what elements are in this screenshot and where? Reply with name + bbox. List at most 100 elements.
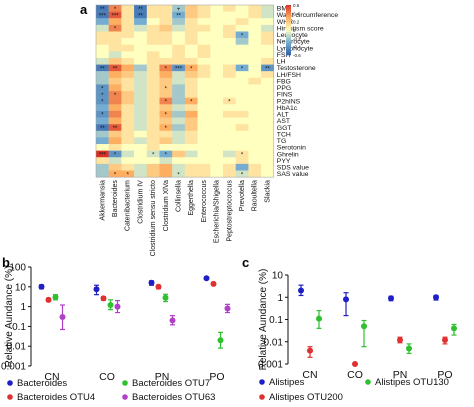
heatmap-cell (146, 163, 160, 171)
heatmap-cell (248, 44, 262, 52)
heatmap-cell (159, 24, 173, 32)
significance-mark: * (165, 86, 168, 92)
heatmap-cell (210, 64, 224, 72)
colorbar-segment (286, 48, 291, 52)
heatmap-cell (261, 38, 274, 45)
heatmap-cell (108, 38, 122, 45)
colorbar-segment (286, 42, 291, 45)
heatmap-cell (248, 130, 262, 138)
row-label: FBG (277, 78, 291, 85)
colorbar-segment (286, 50, 291, 54)
heatmap-cell (146, 64, 160, 72)
row-label: PYY (277, 158, 291, 165)
significance-mark: * (165, 126, 168, 132)
heatmap-cell (108, 44, 122, 52)
heatmap-cell (223, 51, 236, 59)
heatmap-cell (223, 5, 236, 12)
panel-b-data-point (114, 303, 121, 310)
heatmap-cell (248, 31, 262, 39)
heatmap-cell (159, 18, 173, 26)
heatmap-cell (235, 64, 249, 72)
heatmap-cell (235, 137, 249, 145)
colorbar-segment (286, 40, 291, 43)
heatmap-cell (172, 38, 186, 45)
heatmap-cell (248, 137, 262, 145)
heatmap-cell (159, 57, 173, 65)
heatmap-cell (184, 97, 198, 105)
heatmap-cell (261, 157, 274, 165)
heatmap-cell (235, 110, 249, 118)
column-label: Prevotella (239, 180, 246, 211)
heatmap-cell (223, 84, 236, 92)
heatmap-cell (210, 38, 224, 45)
heatmap-cell (146, 5, 160, 12)
heatmap-cell (210, 104, 224, 112)
heatmap-cell (184, 71, 198, 79)
heatmap-cell (235, 163, 249, 171)
heatmap-cell (184, 44, 198, 52)
heatmap-cell (159, 150, 173, 158)
heatmap-cell (108, 71, 122, 79)
colorbar-segment (286, 25, 291, 29)
heatmap-cell (146, 11, 160, 19)
heatmap-cell (108, 57, 122, 65)
panel-b-data-point (203, 275, 210, 282)
heatmap-cell (261, 5, 274, 12)
heatmap-cell (146, 104, 160, 112)
heatmap-cell (248, 57, 262, 65)
column-label: Enterococcus (201, 180, 208, 223)
heatmap-cell (172, 97, 186, 105)
heatmap-cell (210, 150, 224, 158)
colorbar-segment (286, 9, 291, 12)
heatmap-cell (96, 97, 109, 105)
heatmap-cell (184, 5, 198, 12)
panel-c-x-tick-label: CO (347, 369, 363, 381)
heatmap-cell (223, 117, 236, 125)
significance-mark: * (228, 100, 231, 106)
heatmap-cell (159, 137, 173, 145)
heatmap-cell (223, 124, 236, 131)
heatmap-cell (223, 44, 236, 52)
significance-mark: * (190, 66, 193, 72)
heatmap-cell (108, 11, 122, 19)
column-label: Clostridium XlVa (163, 180, 170, 231)
heatmap-cell (235, 18, 249, 26)
heatmap-cell (184, 31, 198, 39)
heatmap-cell (197, 71, 211, 79)
panel-c-legend-label: Alistipes (269, 377, 305, 388)
heatmap-cell (108, 91, 122, 98)
significance-mark: ** (100, 7, 105, 13)
panel-c-y-axis-label: Relative Aundance (%) (258, 269, 269, 371)
heatmap-cell (159, 77, 173, 85)
heatmap-cell (197, 84, 211, 92)
heatmap-cell (159, 38, 173, 45)
heatmap-cell (197, 97, 211, 105)
significance-mark: * (101, 100, 104, 106)
panel-c-legend-marker (365, 379, 371, 385)
heatmap-cell (96, 117, 109, 125)
significance-mark: ** (176, 13, 181, 19)
heatmap-cell (261, 31, 274, 39)
heatmap-cell (248, 64, 262, 72)
panel-c-data-point (343, 296, 349, 303)
column-label: Escherichia/Shigella (214, 180, 221, 243)
heatmap-cell (248, 97, 262, 105)
heatmap-cell (159, 97, 173, 105)
colorbar-segment (286, 52, 291, 56)
heatmap-cell (172, 11, 186, 19)
heatmap-cell (134, 150, 147, 158)
row-label: P2hINS (277, 98, 301, 105)
heatmap-cell (197, 64, 211, 72)
heatmap-cell (108, 170, 122, 178)
colorbar-segment (286, 23, 291, 27)
row-label: Neutrocyte (277, 39, 310, 46)
heatmap-cell (223, 97, 236, 105)
significance-mark: ** (138, 7, 143, 13)
heatmap-cell (121, 18, 135, 26)
panel-b-data-point (155, 283, 162, 290)
panel-c-y-tick-label: 0.1 (269, 315, 283, 326)
heatmap-cell (108, 104, 122, 112)
heatmap-cell (108, 150, 122, 158)
row-label: ALT (277, 112, 289, 119)
heatmap-cell (172, 150, 186, 158)
